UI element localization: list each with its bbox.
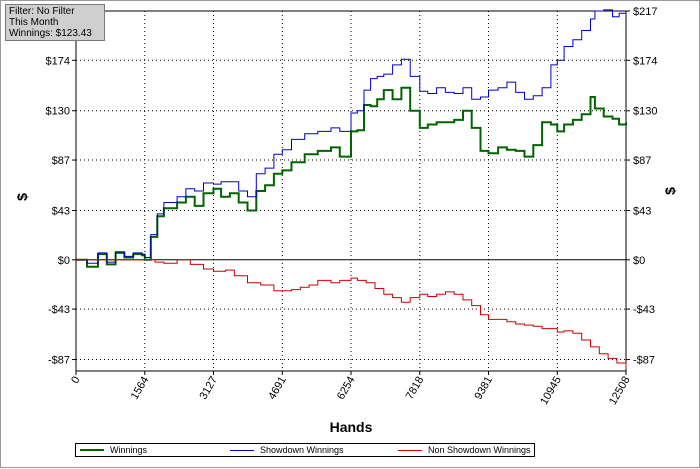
- x-tick-label: 1564: [129, 375, 152, 402]
- y-axis-title-right: $: [662, 187, 678, 195]
- x-tick-label: 0: [69, 375, 82, 386]
- x-tick-label: 10945: [538, 375, 564, 407]
- series-line-non-showdown-winnings: [76, 259, 627, 369]
- series-line-winnings: [76, 86, 627, 268]
- winnings-label: Winnings: $123.43: [9, 28, 92, 39]
- legend-label: Non Showdown Winnings: [428, 445, 531, 455]
- y-tick-label-right: $87: [633, 155, 651, 167]
- x-tick-label: 3127: [197, 375, 220, 402]
- x-axis: 0 1564 3127 4691 6254 7818 9381 10945 12508: [69, 371, 633, 407]
- y-tick-label-left: $130: [46, 106, 70, 118]
- period-label: This Month: [9, 17, 59, 28]
- y-tick-label-left: -$43: [48, 304, 70, 316]
- legend-label: Showdown Winnings: [260, 445, 344, 455]
- x-axis-title: Hands: [330, 419, 373, 435]
- legend-label: Winnings: [110, 445, 148, 455]
- x-tick-label: 7818: [404, 375, 427, 402]
- legend-item-winnings: Winnings: [76, 444, 226, 456]
- y-tick-label-right: $0: [633, 255, 645, 267]
- x-tick-label: 6254: [335, 375, 358, 402]
- legend-item-showdown-winnings: Showdown Winnings: [226, 444, 394, 456]
- x-tick-label: 9381: [472, 375, 495, 402]
- legend-swatch: [80, 449, 104, 451]
- filter-label: Filter: No Filter: [9, 6, 75, 17]
- grid-lines: [75, 10, 627, 372]
- x-tick-label: 4691: [266, 375, 289, 402]
- legend-swatch: [398, 449, 422, 451]
- y-tick-label-right: $130: [633, 106, 657, 118]
- y-tick-label-right: $217: [633, 6, 657, 18]
- y-tick-label-right: -$43: [633, 304, 655, 316]
- y-tick-label-left: -$87: [48, 355, 70, 367]
- y-tick-label-left: $0: [58, 255, 70, 267]
- y-axis-title-left: $: [14, 193, 30, 201]
- y-tick-label-right: $43: [633, 205, 651, 217]
- y-tick-label-left: $87: [52, 155, 70, 167]
- legend: Winnings Showdown Winnings Non Showdown Wi…: [75, 443, 535, 457]
- filter-info-box: Filter: No Filter This Month Winnings: $…: [5, 4, 105, 41]
- y-tick-label-left: $174: [46, 55, 70, 67]
- legend-swatch: [230, 449, 254, 451]
- series-line-showdown-winnings: [76, 9, 627, 264]
- y-tick-label-right: -$87: [633, 355, 655, 367]
- x-tick-label: 12508: [607, 375, 633, 407]
- series-layer: [76, 9, 627, 369]
- legend-item-non-showdown-winnings: Non Showdown Winnings: [394, 444, 534, 456]
- y-axis-left: -$87-$43$0$43$87$130$174$217: [46, 6, 76, 367]
- y-tick-label-left: $43: [52, 205, 70, 217]
- y-axis-right: -$87 -$43 $0 $43 $87 $130 $174 $217: [626, 6, 657, 367]
- y-tick-label-right: $174: [633, 55, 657, 67]
